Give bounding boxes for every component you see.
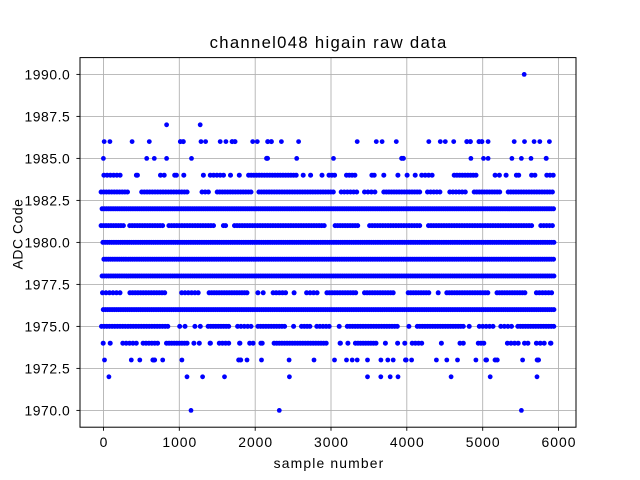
svg-text:6000: 6000 [542,434,577,450]
svg-text:channel048 higain raw data: channel048 higain raw data [210,33,448,52]
svg-text:1972.5: 1972.5 [25,360,71,376]
svg-text:1970.0: 1970.0 [25,402,71,418]
svg-text:1987.5: 1987.5 [25,108,71,124]
svg-text:1982.5: 1982.5 [25,192,71,208]
svg-text:1000: 1000 [162,434,197,450]
svg-text:0: 0 [100,434,109,450]
svg-text:5000: 5000 [466,434,501,450]
svg-text:3000: 3000 [314,434,349,450]
svg-text:1985.0: 1985.0 [25,150,71,166]
svg-text:1977.5: 1977.5 [25,276,71,292]
svg-text:4000: 4000 [390,434,425,450]
svg-text:1990.0: 1990.0 [25,66,71,82]
svg-text:1975.0: 1975.0 [25,318,71,334]
svg-text:ADC Code: ADC Code [10,199,26,270]
svg-text:2000: 2000 [238,434,273,450]
svg-text:1980.0: 1980.0 [25,234,71,250]
svg-text:sample number: sample number [274,455,385,471]
